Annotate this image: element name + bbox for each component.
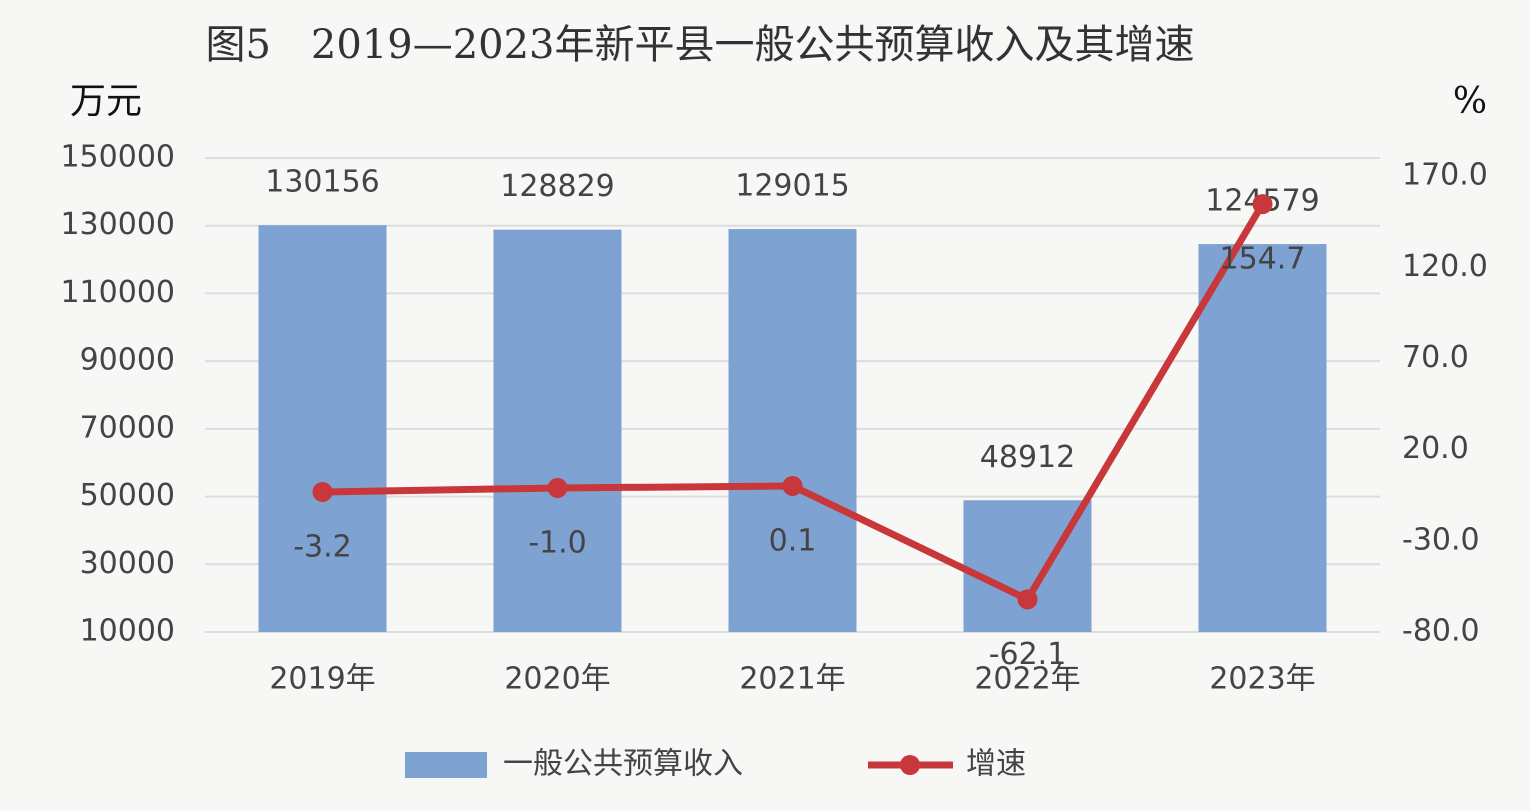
bar-value-label: 130156 — [265, 165, 380, 200]
x-tick-label: 2021年 — [739, 662, 845, 697]
legend-swatch — [405, 752, 487, 778]
chart-title: 图5 2019—2023年新平县一般公共预算收入及其增速 — [205, 22, 1194, 68]
y2-tick-label: 120.0 — [1402, 249, 1488, 284]
y2-tick-label: -30.0 — [1402, 522, 1480, 557]
line-value-label: 0.1 — [769, 523, 817, 558]
bar-value-label: 129015 — [735, 169, 850, 204]
line-point — [547, 477, 568, 498]
line-point — [312, 481, 333, 502]
line-value-label: -3.2 — [293, 529, 352, 564]
y-tick-label: 150000 — [60, 140, 175, 175]
y2-axis-unit: % — [1453, 81, 1487, 122]
legend-label: 一般公共预算收入 — [503, 747, 743, 782]
y-tick-label: 110000 — [60, 275, 175, 310]
bar-value-label: 128829 — [500, 169, 615, 204]
x-tick-label: 2022年 — [974, 662, 1080, 697]
y-tick-label: 90000 — [80, 343, 175, 378]
y-tick-label: 130000 — [60, 207, 175, 242]
line-point — [1017, 589, 1038, 610]
y-axis-unit: 万元 — [70, 81, 142, 122]
bar — [258, 225, 387, 633]
y-tick-label: 30000 — [80, 546, 175, 581]
y-tick-label: 50000 — [80, 478, 175, 513]
bar — [1198, 244, 1327, 632]
line-value-label: -1.0 — [528, 525, 587, 560]
x-tick-label: 2023年 — [1209, 662, 1315, 697]
bar — [493, 229, 622, 632]
line-value-label: -62.1 — [989, 637, 1067, 672]
bar — [728, 229, 857, 633]
line-value-label: 154.7 — [1220, 242, 1306, 277]
y-tick-label: 10000 — [80, 614, 175, 649]
x-tick-label: 2019年 — [269, 662, 375, 697]
y2-tick-label: 170.0 — [1402, 158, 1488, 193]
y2-tick-label: -80.0 — [1402, 614, 1480, 649]
bar-value-label: 48912 — [980, 440, 1075, 475]
x-tick-label: 2020年 — [504, 662, 610, 697]
y-tick-label: 70000 — [80, 410, 175, 445]
y2-tick-label: 20.0 — [1402, 431, 1469, 466]
legend-label: 增速 — [966, 747, 1026, 782]
line-point — [1252, 194, 1273, 215]
legend-swatch-point — [900, 755, 920, 775]
line-point — [782, 475, 803, 496]
y2-tick-label: 70.0 — [1402, 340, 1469, 375]
